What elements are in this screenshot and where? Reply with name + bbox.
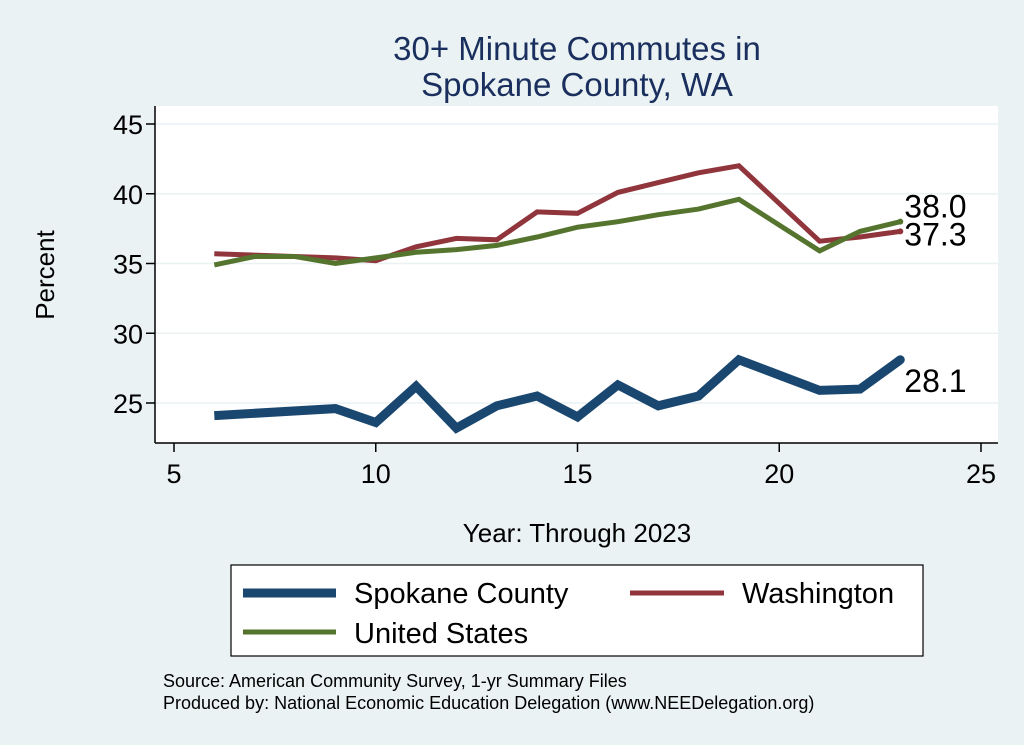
- plot-area: [155, 106, 998, 443]
- x-tick-label-5: 5: [166, 459, 181, 489]
- series-layer: [213, 163, 905, 434]
- series-line-united-states: [213, 196, 901, 268]
- legend-label-washington: Washington: [742, 578, 894, 610]
- end-label-washington: 37.3: [904, 216, 966, 252]
- y-tick-label-45: 45: [113, 110, 143, 140]
- end-label-united-states: 38.0: [904, 189, 966, 225]
- x-tick-label-20: 20: [764, 459, 794, 489]
- series-end-point-washington: [897, 228, 904, 235]
- x-tick-label-15: 15: [562, 459, 592, 489]
- y-tick-label-30: 30: [113, 319, 143, 349]
- series-end-point-spokane-county: [895, 355, 905, 365]
- end-label-spokane-county: 28.1: [904, 363, 966, 399]
- x-axis-label: Year: Through 2023: [463, 518, 691, 548]
- y-axis-ticks: 25 30 35 40 45: [113, 110, 155, 419]
- legend-box: [230, 564, 924, 657]
- x-axis-ticks: 5 10 15 20 25: [166, 443, 996, 489]
- legend: Spokane County Washington United States: [230, 564, 924, 657]
- x-tick-label-10: 10: [361, 459, 391, 489]
- chart-title: 30+ Minute Commutes in Spokane County, W…: [393, 30, 761, 103]
- chart-title-line-2: Spokane County, WA: [421, 66, 733, 103]
- legend-label-united-states: United States: [354, 618, 528, 650]
- chart-title-line-1: 30+ Minute Commutes in: [393, 30, 761, 67]
- x-tick-label-25: 25: [966, 459, 996, 489]
- legend-label-spokane-county: Spokane County: [354, 578, 569, 610]
- y-tick-label-25: 25: [113, 389, 143, 419]
- source-note: Source: American Community Survey, 1-yr …: [163, 671, 627, 691]
- series-line-spokane-county: [214, 354, 903, 434]
- producer-note: Produced by: National Economic Education…: [163, 693, 814, 713]
- series-end-point-united-states: [897, 218, 904, 225]
- y-tick-label-35: 35: [113, 250, 143, 280]
- y-axis-label: Percent: [30, 229, 60, 319]
- y-tick-label-40: 40: [113, 180, 143, 210]
- end-labels: 28.1 37.338.0: [904, 189, 966, 399]
- grid-lines: [155, 123, 998, 404]
